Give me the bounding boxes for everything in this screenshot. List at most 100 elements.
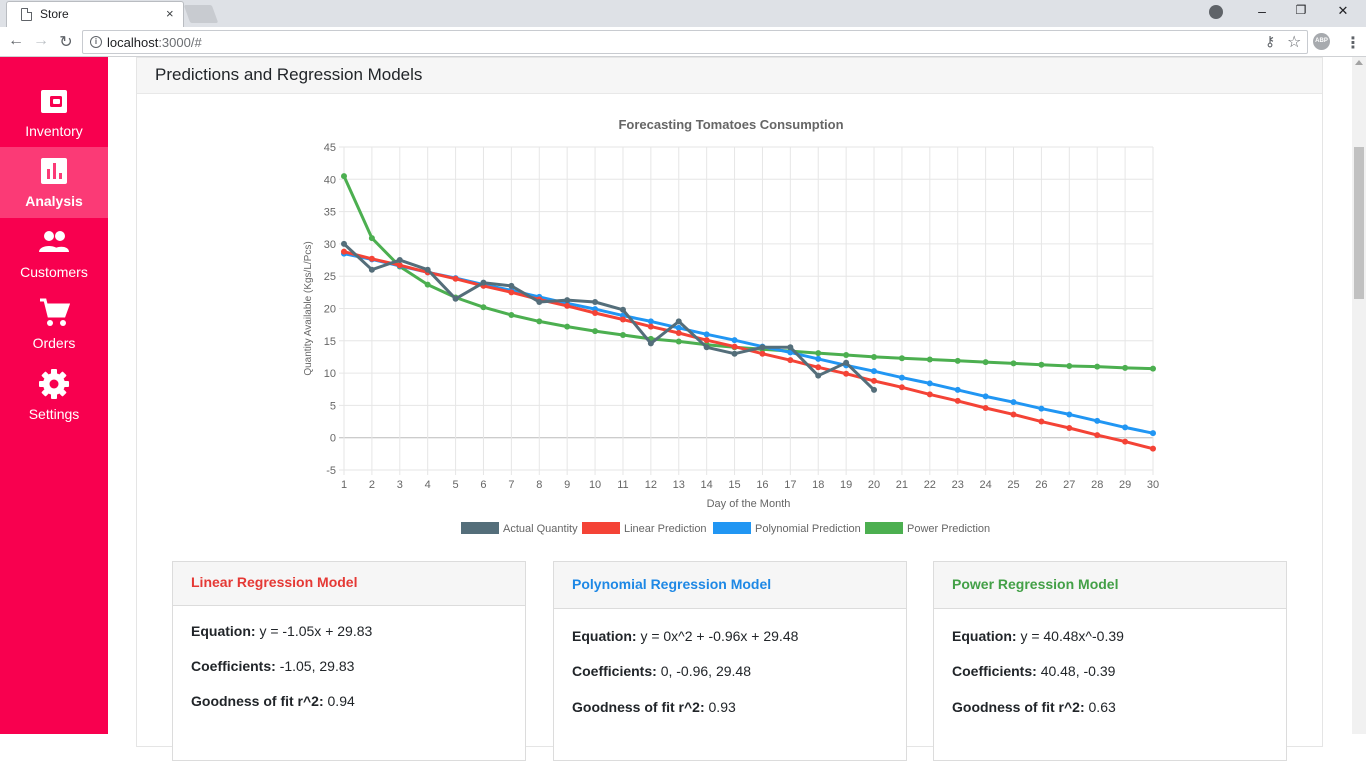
data-point: [871, 377, 878, 384]
back-icon[interactable]: ←: [8, 32, 24, 49]
browser-tab[interactable]: Store ×: [6, 1, 184, 27]
address-bar[interactable]: i localhost:3000/# ⚷ ☆: [82, 30, 1308, 54]
power-model-card: Power Regression Model Equation: y = 40.…: [933, 561, 1287, 761]
site-info-icon[interactable]: i: [90, 36, 102, 48]
card-title: Polynomial Regression Model: [554, 562, 906, 609]
data-point: [703, 331, 710, 338]
chart-series: [341, 173, 1156, 452]
minimize-button[interactable]: –: [1258, 3, 1266, 19]
data-point: [787, 357, 794, 364]
x-tick-label: 28: [1091, 479, 1103, 491]
x-tick-label: 20: [868, 479, 880, 491]
data-point: [926, 380, 933, 387]
legend-swatch: [865, 522, 903, 534]
x-tick-label: 19: [840, 479, 852, 491]
adblock-icon[interactable]: ABP: [1313, 33, 1330, 50]
sidebar-item-label: Inventory: [25, 123, 83, 139]
url-path: :3000/#: [158, 35, 202, 50]
data-point: [424, 266, 431, 273]
sidebar-item-customers[interactable]: Customers: [0, 218, 108, 289]
coefficients-line: Coefficients: 40.48, -0.39: [952, 663, 1115, 679]
panel-header: Predictions and Regression Models: [137, 58, 1322, 94]
fit-line: Goodness of fit r^2: 0.94: [191, 693, 355, 709]
data-point: [898, 384, 905, 391]
fit-label: Goodness of fit r^2:: [572, 699, 705, 715]
scroll-thumb[interactable]: [1354, 147, 1364, 299]
polynomial-model-card: Polynomial Regression Model Equation: y …: [553, 561, 907, 761]
data-point: [1122, 364, 1129, 371]
data-point: [536, 318, 543, 325]
data-point: [480, 304, 487, 311]
main-content: Predictions and Regression Models Foreca…: [108, 57, 1352, 761]
chart-grid: [339, 146, 1154, 475]
data-point: [592, 310, 599, 317]
data-point: [759, 344, 766, 351]
legend-label: Polynomial Prediction: [755, 523, 861, 535]
sidebar-item-orders[interactable]: Orders: [0, 289, 108, 360]
tab-title: Store: [40, 7, 69, 21]
coefficients-value: 0, -0.96, 29.48: [660, 663, 751, 679]
bookmark-star-icon[interactable]: ☆: [1287, 34, 1302, 51]
legend-label: Linear Prediction: [624, 523, 707, 535]
data-point: [452, 295, 459, 302]
x-tick-label: 5: [453, 479, 459, 491]
tab-close-icon[interactable]: ×: [166, 6, 174, 21]
equation-value: y = -1.05x + 29.83: [259, 623, 373, 639]
data-point: [1094, 417, 1101, 424]
x-tick-label: 10: [589, 479, 601, 491]
linear-model-card: Linear Regression Model Equation: y = -1…: [172, 561, 526, 761]
data-point: [647, 318, 654, 325]
close-window-button[interactable]: ✕: [1337, 3, 1349, 18]
x-tick-label: 16: [756, 479, 768, 491]
legend-swatch: [582, 522, 620, 534]
data-point: [871, 353, 878, 360]
fit-line: Goodness of fit r^2: 0.63: [952, 699, 1116, 715]
coefficients-label: Coefficients:: [572, 663, 657, 679]
x-tick-label: 27: [1063, 479, 1075, 491]
browser-menu-icon[interactable]: ⋮: [1345, 35, 1361, 52]
profile-icon[interactable]: [1209, 5, 1223, 19]
data-point: [982, 359, 989, 366]
x-tick-label: 29: [1119, 479, 1131, 491]
chart-legend: Actual Quantity Linear Prediction Polynomi…: [461, 522, 990, 535]
bar-chart-icon: [41, 158, 67, 184]
data-point: [396, 262, 403, 269]
x-tick-label: 26: [1035, 479, 1047, 491]
data-point: [508, 282, 515, 289]
data-point: [898, 355, 905, 362]
wallet-icon: [41, 90, 67, 113]
data-point: [675, 338, 682, 345]
data-point: [815, 355, 822, 362]
data-point: [1010, 411, 1017, 418]
reload-icon[interactable]: ↻: [59, 34, 73, 51]
key-icon[interactable]: ⚷: [1265, 33, 1276, 49]
sidebar-item-inventory[interactable]: Inventory: [0, 77, 108, 148]
y-tick-label: 5: [330, 400, 336, 412]
data-point: [843, 352, 850, 359]
data-point: [843, 370, 850, 377]
equation-value: y = 40.48x^-0.39: [1020, 628, 1124, 644]
y-tick-label: 40: [324, 174, 336, 186]
data-point: [1010, 360, 1017, 367]
data-point: [452, 275, 459, 282]
data-point: [368, 266, 375, 273]
card-title: Power Regression Model: [934, 562, 1286, 609]
sidebar-item-analysis[interactable]: Analysis: [0, 147, 108, 218]
chart-title: Forecasting Tomatoes Consumption: [618, 117, 843, 132]
restore-button[interactable]: ❐: [1295, 3, 1307, 17]
data-point: [619, 316, 626, 323]
series-line-actual-quantity: [342, 242, 876, 391]
data-point: [1150, 430, 1156, 437]
scroll-up-arrow[interactable]: [1355, 60, 1363, 65]
page-scrollbar[interactable]: [1352, 57, 1366, 734]
new-tab-button[interactable]: [183, 5, 219, 23]
sidebar-item-settings[interactable]: Settings: [0, 360, 108, 431]
coefficients-value: -1.05, 29.83: [279, 658, 355, 674]
data-point: [898, 374, 905, 381]
data-point: [564, 323, 571, 330]
coefficients-label: Coefficients:: [191, 658, 276, 674]
data-point: [675, 330, 682, 337]
y-tick-label: 10: [324, 368, 336, 380]
forward-icon[interactable]: →: [33, 32, 49, 49]
data-point: [815, 372, 822, 379]
